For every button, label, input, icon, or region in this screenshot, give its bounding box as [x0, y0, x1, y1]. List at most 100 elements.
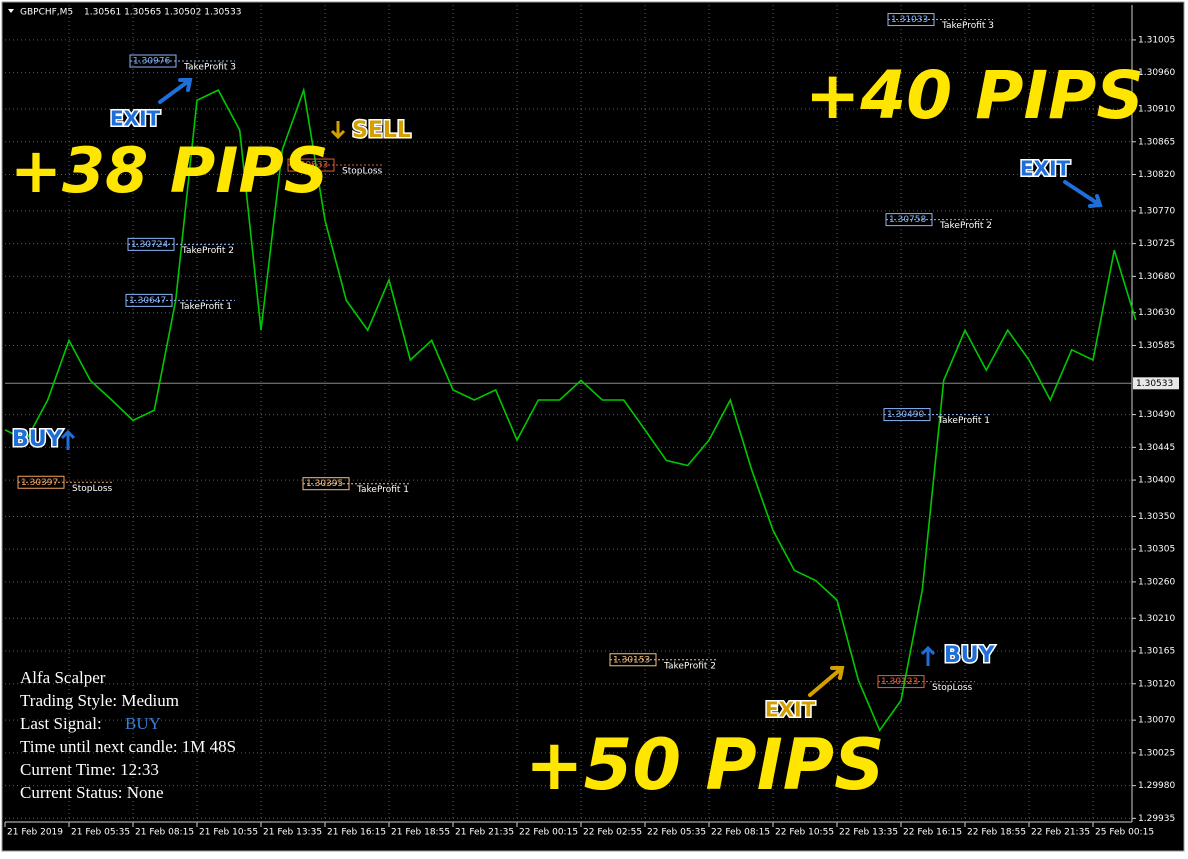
x-tick-label: 22 Feb 13:35	[839, 828, 898, 838]
info-line: Time until next candle: 1M 48S	[20, 737, 236, 756]
y-tick-label: 1.30820	[1138, 170, 1175, 180]
signal-label: BUY	[12, 427, 64, 452]
current-price-label: 1.30533	[1136, 379, 1173, 389]
x-tick-label: 22 Feb 08:15	[711, 828, 770, 838]
info-line: Current Status: None	[20, 783, 164, 802]
x-tick-label: 25 Feb 00:15	[1095, 828, 1154, 838]
signal-arrow	[330, 121, 346, 140]
price-line	[4, 86, 1137, 732]
y-tick-label: 1.30445	[1138, 443, 1175, 453]
y-tick-label: 1.30770	[1138, 206, 1175, 216]
x-tick-label: 22 Feb 16:15	[903, 828, 962, 838]
level-price: 1.30758	[889, 215, 926, 225]
info-signal-label: Last Signal:	[20, 714, 102, 733]
x-tick-label: 21 Feb 10:55	[199, 828, 258, 838]
level-box	[125, 293, 173, 307]
level-price: 1.30123	[881, 677, 918, 687]
y-tick-label: 1.30630	[1138, 308, 1175, 318]
level-price: 1.30395	[306, 479, 343, 489]
y-tick-label: 1.30025	[1138, 748, 1175, 758]
y-tick-label: 1.30680	[1138, 272, 1175, 282]
level-tag: TakeProfit 2	[939, 221, 992, 231]
exit-label: EXIT	[110, 107, 161, 131]
exit-arrow	[1063, 180, 1103, 208]
exit-label: EXIT	[765, 698, 816, 722]
exit-label: EXIT	[1020, 157, 1071, 181]
signal-arrow	[920, 645, 936, 666]
y-tick-label: 1.30960	[1138, 68, 1175, 78]
level-price: 1.31033	[891, 15, 928, 25]
y-tick-label: 1.30350	[1138, 512, 1175, 522]
y-tick-label: 1.30210	[1138, 614, 1175, 624]
level-box	[129, 54, 177, 68]
level-price: 1.30397	[21, 478, 58, 488]
level-box	[127, 237, 175, 251]
level-box	[887, 13, 935, 27]
level-price: 1.30833	[291, 161, 328, 171]
level-tag: TakeProfit 1	[179, 302, 232, 312]
x-tick-label: 21 Feb 2019	[7, 828, 63, 838]
level-tag: TakeProfit 3	[941, 21, 994, 31]
signal-arrow	[60, 429, 76, 450]
level-box	[609, 653, 657, 667]
signal-label: SELL	[352, 118, 411, 143]
level-price: 1.30490	[887, 410, 924, 420]
y-tick-label: 1.29980	[1138, 781, 1175, 791]
level-box	[883, 408, 931, 422]
info-line: Trading Style: Medium	[20, 691, 179, 710]
level-box	[287, 158, 335, 172]
x-tick-label: 22 Feb 18:55	[967, 828, 1026, 838]
y-tick-label: 1.30490	[1138, 410, 1175, 420]
x-tick-label: 22 Feb 05:35	[647, 828, 706, 838]
info-line: Current Time: 12:33	[20, 760, 159, 779]
x-tick-label: 21 Feb 05:35	[71, 828, 130, 838]
y-tick-label: 1.30165	[1138, 647, 1175, 657]
level-box	[877, 675, 925, 689]
x-tick-label: 22 Feb 21:35	[1031, 828, 1090, 838]
symbol-title: GBPCHF,M5	[20, 8, 73, 18]
y-tick-label: 1.30585	[1138, 341, 1175, 351]
x-tick-label: 22 Feb 02:55	[583, 828, 642, 838]
y-tick-label: 1.30120	[1138, 679, 1175, 689]
level-box	[17, 475, 65, 489]
level-tag: StopLoss	[72, 484, 113, 494]
y-tick-label: 1.30305	[1138, 545, 1175, 555]
level-box	[885, 213, 933, 227]
y-tick-label: 1.30725	[1138, 239, 1175, 249]
x-tick-label: 21 Feb 21:35	[455, 828, 514, 838]
x-tick-label: 21 Feb 13:35	[263, 828, 322, 838]
x-tick-label: 21 Feb 08:15	[135, 828, 194, 838]
x-tick-label: 21 Feb 18:55	[391, 828, 450, 838]
y-tick-label: 1.30910	[1138, 105, 1175, 115]
y-tick-label: 1.30400	[1138, 476, 1175, 486]
signal-label: BUY	[944, 643, 996, 668]
level-tag: StopLoss	[342, 167, 383, 177]
level-box	[302, 477, 350, 491]
pips-result: +38 PIPS	[10, 134, 328, 207]
quote: 1.30561 1.30565 1.30502 1.30533	[84, 8, 241, 18]
level-tag: TakeProfit 1	[356, 485, 409, 495]
pips-result: +40 PIPS	[805, 57, 1144, 134]
level-tag: TakeProfit 2	[181, 246, 234, 256]
level-tag: TakeProfit 3	[183, 63, 236, 73]
y-tick-label: 1.30260	[1138, 577, 1175, 587]
y-tick-label: 1.30070	[1138, 716, 1175, 726]
header-icon	[8, 9, 14, 13]
level-tag: TakeProfit 1	[937, 416, 990, 426]
exit-arrow	[808, 666, 845, 697]
y-tick-label: 1.30865	[1138, 137, 1175, 147]
y-tick-label: 1.29935	[1138, 814, 1175, 824]
y-tick-label: 1.31005	[1138, 35, 1175, 45]
level-tag: TakeProfit 2	[663, 661, 716, 671]
level-price: 1.30647	[129, 296, 166, 306]
pips-result: +50 PIPS	[525, 724, 885, 806]
exit-arrow	[158, 78, 193, 104]
x-tick-label: 21 Feb 16:15	[327, 828, 386, 838]
x-tick-label: 22 Feb 00:15	[519, 828, 578, 838]
x-tick-label: 22 Feb 10:55	[775, 828, 834, 838]
level-price: 1.30976	[133, 57, 170, 67]
info-line: Alfa Scalper	[20, 668, 106, 687]
